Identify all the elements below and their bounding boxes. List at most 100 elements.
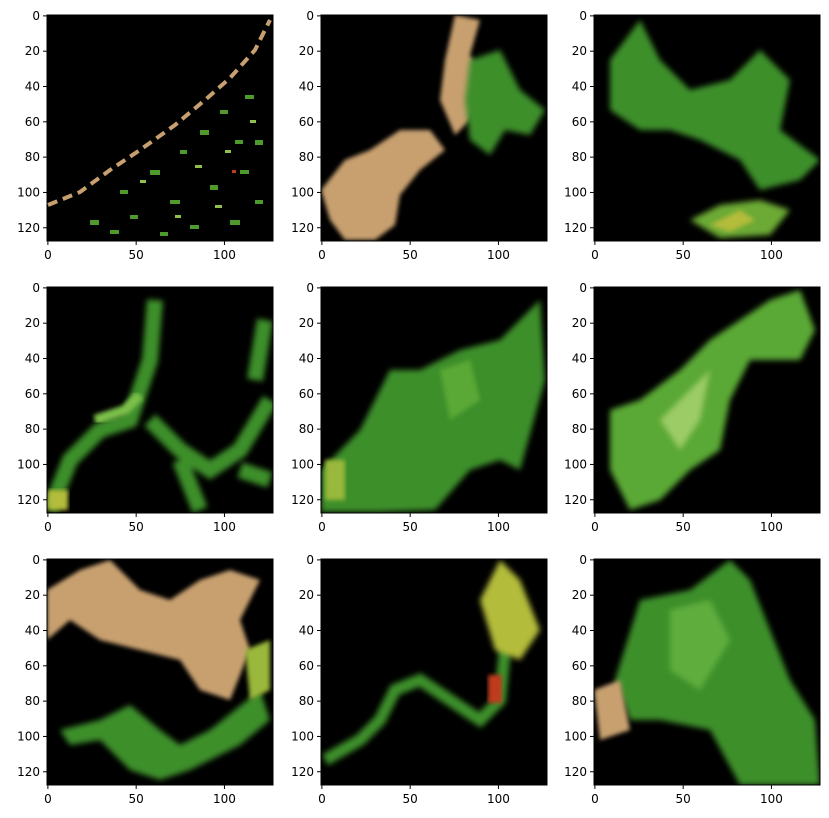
y-tick-label: 100: [291, 185, 314, 199]
y-tick-label: 0: [579, 9, 587, 23]
x-tick-label: 100: [213, 520, 236, 534]
panel-1-image-background: [47, 15, 273, 241]
panel-7-frame: [46, 558, 274, 786]
y-tick-label: 20: [572, 316, 587, 330]
panel-4-image: [47, 299, 273, 513]
y-tick-label: 80: [25, 150, 40, 164]
y-tick-label: 120: [17, 493, 40, 507]
panel-6-image: [610, 290, 815, 510]
panel-9-image: [594, 560, 820, 785]
y-tick-label: 120: [17, 221, 40, 235]
y-tick-label: 120: [564, 765, 587, 779]
y-tick-label: 60: [299, 115, 314, 129]
y-tick-label: 20: [299, 588, 314, 602]
panel-8: [320, 558, 548, 786]
panel-1-frame: [46, 14, 274, 242]
y-tick-label: 100: [17, 729, 40, 743]
x-tick-label: 0: [318, 520, 326, 534]
y-tick-label: 0: [32, 281, 40, 295]
y-tick-label: 80: [572, 694, 587, 708]
y-tick-label: 40: [299, 352, 314, 366]
x-tick-label: 100: [487, 520, 510, 534]
y-tick-label: 40: [299, 624, 314, 638]
x-tick-label: 0: [318, 248, 326, 262]
y-tick-label: 80: [25, 422, 40, 436]
y-tick-label: 0: [579, 281, 587, 295]
panel-2-image: [321, 15, 545, 240]
x-tick-label: 100: [760, 520, 783, 534]
y-tick-label: 0: [306, 281, 314, 295]
x-tick-label: 100: [760, 248, 783, 262]
y-tick-label: 100: [564, 457, 587, 471]
y-tick-label: 0: [306, 553, 314, 567]
x-tick-label: 0: [591, 792, 599, 806]
panel-2-frame: [320, 14, 548, 242]
y-tick-label: 60: [25, 659, 40, 673]
panel-1-image: [47, 19, 272, 236]
y-tick-label: 120: [564, 493, 587, 507]
x-tick-label: 50: [129, 520, 144, 534]
y-tick-label: 100: [291, 729, 314, 743]
y-tick-label: 80: [299, 422, 314, 436]
y-tick-label: 60: [25, 387, 40, 401]
y-tick-label: 60: [299, 659, 314, 673]
y-tick-label: 20: [25, 316, 40, 330]
y-tick-label: 40: [572, 624, 587, 638]
panel-3-image: [610, 20, 820, 238]
y-tick-label: 100: [17, 457, 40, 471]
y-tick-label: 20: [299, 316, 314, 330]
y-tick-label: 20: [25, 588, 40, 602]
y-tick-label: 40: [299, 80, 314, 94]
x-tick-label: 50: [676, 792, 691, 806]
y-tick-label: 20: [572, 588, 587, 602]
y-tick-label: 60: [572, 115, 587, 129]
panel-9: [593, 558, 821, 786]
y-tick-label: 60: [299, 387, 314, 401]
x-tick-label: 50: [403, 792, 418, 806]
y-tick-label: 60: [25, 115, 40, 129]
y-tick-label: 0: [32, 9, 40, 23]
panel-2: [320, 14, 548, 242]
y-tick-label: 120: [564, 221, 587, 235]
panel-7: [46, 558, 274, 786]
panel-5-image: [321, 300, 545, 512]
y-tick-label: 120: [17, 765, 40, 779]
panel-5-frame: [320, 286, 548, 514]
y-tick-label: 0: [579, 553, 587, 567]
x-tick-label: 50: [129, 248, 144, 262]
y-tick-label: 120: [291, 493, 314, 507]
y-tick-label: 0: [306, 9, 314, 23]
y-tick-label: 80: [299, 694, 314, 708]
y-tick-label: 60: [572, 659, 587, 673]
y-tick-label: 40: [25, 80, 40, 94]
panel-3-frame: [593, 14, 821, 242]
y-tick-label: 80: [572, 422, 587, 436]
x-tick-label: 0: [591, 248, 599, 262]
y-tick-label: 20: [25, 44, 40, 58]
y-tick-label: 60: [572, 387, 587, 401]
panel-4: [46, 286, 274, 514]
x-tick-label: 50: [129, 792, 144, 806]
x-tick-label: 0: [44, 520, 52, 534]
x-tick-label: 0: [591, 520, 599, 534]
panel-5: [320, 286, 548, 514]
y-tick-label: 100: [291, 457, 314, 471]
y-tick-label: 20: [299, 44, 314, 58]
x-tick-label: 100: [213, 792, 236, 806]
x-tick-label: 0: [44, 248, 52, 262]
x-tick-label: 100: [760, 792, 783, 806]
x-tick-label: 100: [487, 248, 510, 262]
panel-1: [46, 14, 274, 242]
panel-9-frame: [593, 558, 821, 786]
panel-6-frame: [593, 286, 821, 514]
x-tick-label: 50: [676, 520, 691, 534]
panel-7-image: [47, 560, 270, 780]
x-tick-label: 50: [403, 248, 418, 262]
y-tick-label: 80: [25, 694, 40, 708]
x-tick-label: 100: [213, 248, 236, 262]
x-tick-label: 0: [44, 792, 52, 806]
x-tick-label: 0: [318, 792, 326, 806]
axes-layer: 0 50 100 0 20 40 60 80 100 120 0 50 100 0 20 40 60 80 100 1…: [17, 9, 783, 806]
panel-3: [593, 14, 821, 242]
